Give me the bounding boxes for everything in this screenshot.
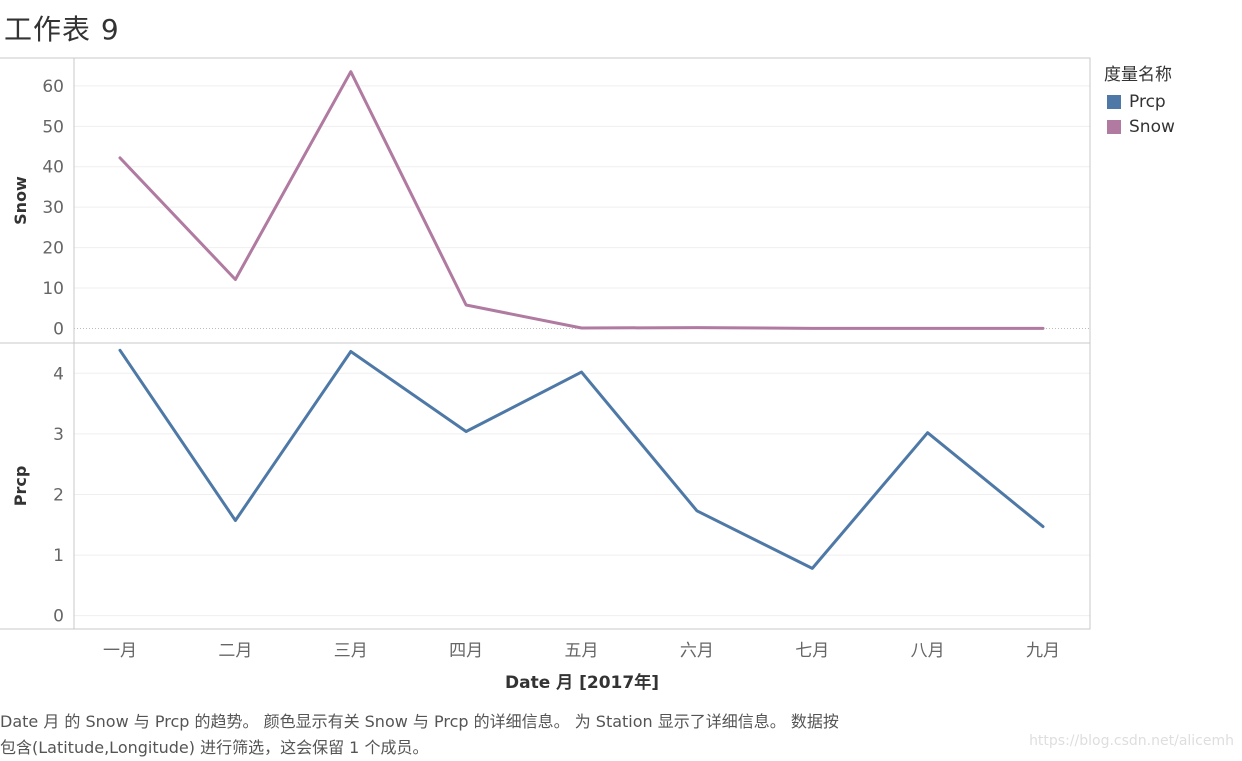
legend-swatch-prcp <box>1107 94 1121 109</box>
snow-y-tick-label: 0 <box>53 319 64 339</box>
x-tick-label: 六月 <box>680 641 714 661</box>
watermark: https://blog.csdn.net/alicemh <box>1029 733 1234 749</box>
snow-y-tick-label: 20 <box>42 239 64 259</box>
prcp-y-tick-label: 0 <box>53 607 64 627</box>
x-tick-label: 九月 <box>1026 641 1060 661</box>
worksheet-caption: Date 月 的 Snow 与 Prcp 的趋势。 颜色显示有关 Snow 与 … <box>0 709 960 761</box>
snow-y-tick-label: 10 <box>42 279 64 299</box>
legend: 度量名称 Prcp Snow <box>1104 60 1175 139</box>
chart-frame <box>0 57 1091 630</box>
prcp-y-tick-label: 1 <box>53 546 64 566</box>
legend-label-prcp: Prcp <box>1129 91 1166 112</box>
legend-label-snow: Snow <box>1129 116 1175 137</box>
prcp-axis-label: Prcp <box>11 466 30 507</box>
snow-axis-label: Snow <box>11 176 30 225</box>
chart-axes: 0 10 20 30 40 50 60 Snow 0 1 2 3 4 Prcp 一月 二月 三月 四月 五月 六月 七月… <box>11 77 1060 693</box>
caption-line-1: Date 月 的 Snow 与 Prcp 的趋势。 颜色显示有关 Snow 与 … <box>0 712 839 731</box>
snow-y-tick-label: 30 <box>42 198 64 218</box>
legend-swatch-snow <box>1107 119 1121 134</box>
snow-y-tick-label: 50 <box>42 117 64 137</box>
x-tick-label: 五月 <box>565 641 599 661</box>
prcp-y-tick-label: 4 <box>53 364 64 384</box>
legend-item-prcp[interactable]: Prcp <box>1104 89 1175 114</box>
caption-line-2: 包含(Latitude,Longitude) 进行筛选，这会保留 1 个成员。 <box>0 738 429 757</box>
line-chart: 0 10 20 30 40 50 60 Snow 0 1 2 3 4 Prcp 一月 二月 三月 四月 五月 六月 七月… <box>0 57 1091 693</box>
worksheet-title: 工作表 9 <box>4 13 120 46</box>
x-tick-label: 一月 <box>103 641 137 661</box>
chart-series <box>118 70 1045 570</box>
snow-series-line <box>118 70 1045 330</box>
x-tick-label: 七月 <box>795 641 829 661</box>
prcp-series-line <box>118 348 1045 570</box>
x-tick-label: 四月 <box>449 641 483 661</box>
x-tick-label: 三月 <box>334 641 368 661</box>
x-tick-label: 八月 <box>911 641 945 661</box>
chart-gridlines <box>74 85 1090 617</box>
legend-item-snow[interactable]: Snow <box>1104 114 1175 139</box>
prcp-y-tick-label: 2 <box>53 485 64 505</box>
prcp-y-tick-label: 3 <box>53 425 64 445</box>
x-axis-label: Date 月 [2017年] <box>505 672 659 693</box>
snow-y-tick-label: 60 <box>42 77 64 97</box>
x-tick-label: 二月 <box>218 641 252 661</box>
legend-title: 度量名称 <box>1104 65 1172 85</box>
snow-y-tick-label: 40 <box>42 158 64 178</box>
